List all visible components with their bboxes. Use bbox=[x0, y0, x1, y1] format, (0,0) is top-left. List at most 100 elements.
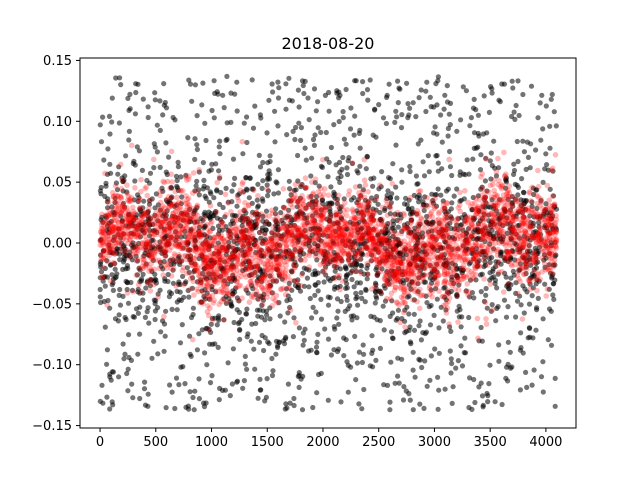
black-point bbox=[275, 267, 281, 273]
red-point bbox=[196, 167, 202, 173]
black-point bbox=[225, 281, 231, 287]
black-point bbox=[295, 239, 301, 245]
black-point bbox=[214, 274, 220, 280]
black-point bbox=[286, 97, 292, 103]
black-point bbox=[210, 225, 216, 231]
black-point bbox=[551, 281, 557, 287]
red-point bbox=[500, 289, 507, 295]
black-point bbox=[407, 105, 413, 111]
black-point bbox=[160, 266, 166, 272]
red-point bbox=[216, 174, 223, 180]
black-point bbox=[277, 273, 283, 279]
black-point bbox=[328, 352, 334, 358]
black-point bbox=[215, 344, 221, 350]
black-point bbox=[187, 81, 194, 87]
black-point bbox=[315, 331, 321, 337]
black-point bbox=[419, 272, 425, 278]
red-point bbox=[349, 206, 356, 213]
black-point bbox=[511, 167, 518, 174]
black-point bbox=[142, 379, 148, 385]
black-point bbox=[167, 289, 173, 295]
black-point bbox=[314, 350, 320, 356]
black-point bbox=[423, 329, 429, 335]
black-point bbox=[194, 113, 200, 119]
black-point bbox=[273, 206, 279, 212]
red-point bbox=[335, 192, 342, 199]
black-point bbox=[116, 312, 122, 318]
black-point bbox=[422, 194, 428, 200]
black-point bbox=[360, 79, 366, 85]
black-point bbox=[510, 268, 516, 274]
black-point bbox=[318, 207, 324, 213]
black-point bbox=[513, 102, 519, 109]
red-point bbox=[299, 272, 305, 278]
black-point bbox=[427, 377, 433, 383]
black-point bbox=[399, 179, 405, 185]
black-point bbox=[333, 162, 339, 168]
black-point bbox=[241, 120, 247, 126]
black-point bbox=[266, 340, 272, 347]
red-point bbox=[213, 288, 219, 294]
black-point bbox=[214, 322, 220, 328]
black-point bbox=[312, 268, 318, 274]
black-point bbox=[231, 319, 237, 326]
black-point bbox=[447, 164, 453, 170]
black-point bbox=[202, 350, 208, 356]
black-point bbox=[529, 382, 535, 388]
black-point bbox=[130, 160, 136, 167]
black-point bbox=[166, 221, 172, 227]
black-point bbox=[517, 261, 524, 267]
red-point bbox=[490, 181, 496, 188]
black-point bbox=[466, 171, 472, 177]
black-point bbox=[334, 201, 341, 207]
black-point bbox=[352, 333, 358, 339]
black-point bbox=[325, 397, 331, 403]
black-point bbox=[127, 91, 133, 97]
black-point bbox=[100, 114, 106, 120]
black-point bbox=[511, 161, 517, 167]
black-point bbox=[464, 157, 470, 163]
black-point bbox=[201, 177, 207, 183]
black-point bbox=[428, 287, 434, 293]
red-point bbox=[495, 155, 501, 162]
black-point bbox=[236, 321, 242, 327]
black-point bbox=[234, 79, 240, 85]
black-point bbox=[528, 83, 535, 89]
red-point bbox=[455, 287, 462, 293]
black-point bbox=[231, 182, 237, 188]
black-point bbox=[350, 247, 356, 253]
black-point bbox=[174, 177, 180, 184]
black-point bbox=[347, 126, 354, 132]
black-point bbox=[170, 280, 176, 286]
black-point bbox=[394, 195, 400, 201]
black-point bbox=[399, 356, 405, 362]
black-point bbox=[388, 200, 394, 206]
black-point bbox=[309, 198, 316, 204]
black-point bbox=[431, 312, 437, 318]
black-point bbox=[97, 294, 103, 300]
black-point bbox=[275, 123, 281, 129]
red-point bbox=[117, 161, 124, 168]
black-point bbox=[480, 404, 486, 410]
black-point bbox=[114, 271, 120, 277]
black-point bbox=[504, 230, 510, 236]
black-point bbox=[318, 316, 325, 322]
black-point bbox=[334, 196, 340, 202]
black-point bbox=[177, 340, 184, 346]
black-point bbox=[333, 212, 339, 218]
black-point bbox=[98, 184, 104, 191]
black-point bbox=[117, 286, 123, 293]
black-point bbox=[345, 389, 351, 395]
red-point bbox=[366, 201, 373, 207]
red-point bbox=[312, 253, 319, 260]
black-point bbox=[269, 355, 275, 362]
black-point bbox=[121, 356, 127, 362]
black-point bbox=[523, 166, 529, 172]
black-point bbox=[161, 235, 167, 241]
black-point bbox=[262, 398, 268, 404]
black-point bbox=[481, 231, 487, 237]
red-point bbox=[156, 265, 163, 272]
black-point bbox=[126, 128, 132, 134]
black-point bbox=[275, 79, 281, 85]
black-point bbox=[163, 140, 169, 146]
